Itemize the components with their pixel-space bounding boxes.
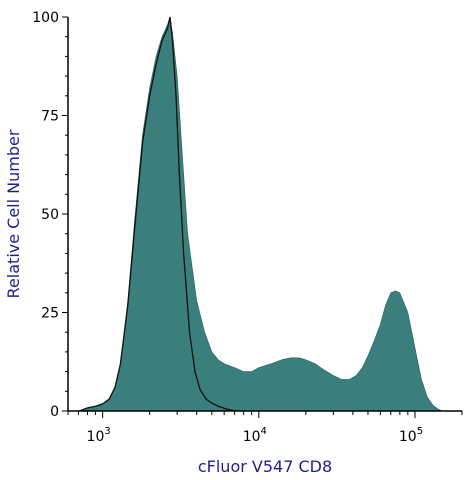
x-tick-label: 103 — [87, 426, 111, 445]
y-tick-label: 100 — [32, 10, 59, 26]
y-tick-label: 0 — [50, 404, 59, 420]
filled-histogram-series — [79, 16, 443, 412]
y-tick-label: 25 — [41, 306, 59, 322]
y-axis-title: Relative Cell Number — [4, 129, 23, 298]
x-tick-label: 105 — [399, 426, 423, 445]
x-axis-title: cFluor V547 CD8 — [198, 457, 332, 476]
y-tick-label: 50 — [41, 207, 59, 223]
outline-histogram-series — [79, 16, 240, 412]
x-tick-label: 104 — [243, 426, 267, 445]
y-tick-label: 75 — [41, 109, 59, 125]
